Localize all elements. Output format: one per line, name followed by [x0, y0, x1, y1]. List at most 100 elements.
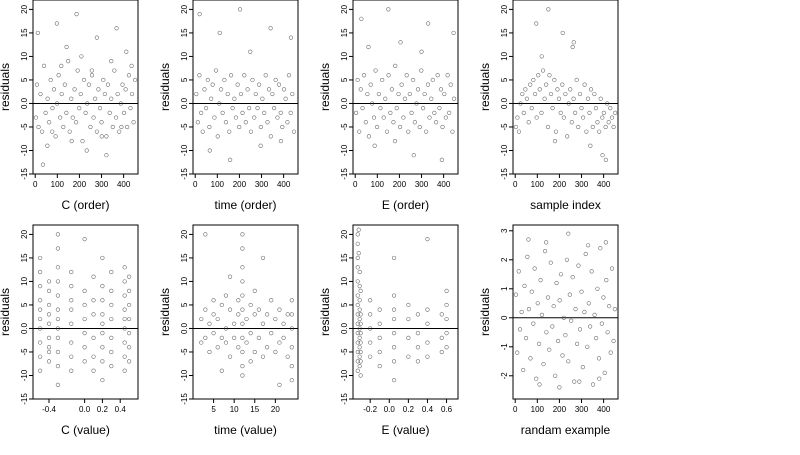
data-point [38, 91, 43, 97]
y-tick-label: 15 [20, 253, 29, 262]
data-point [36, 124, 41, 130]
data-point [100, 321, 105, 326]
data-point [440, 124, 445, 130]
data-point [219, 302, 224, 308]
y-tick-label: 15 [180, 28, 189, 37]
data-point [558, 110, 563, 115]
data-point [69, 284, 74, 289]
data-point [598, 246, 603, 251]
data-point [539, 110, 544, 115]
data-point [260, 321, 266, 326]
data-point [46, 279, 52, 284]
data-point [582, 82, 587, 87]
data-point [355, 77, 360, 83]
data-point [91, 368, 96, 373]
data-point [236, 312, 241, 317]
data-point [281, 335, 286, 340]
data-point [520, 91, 525, 97]
data-point [117, 129, 122, 134]
data-point [601, 295, 606, 300]
data-point [69, 340, 74, 345]
data-point [100, 312, 105, 317]
data-point [551, 304, 556, 309]
data-point [357, 284, 362, 289]
data-point [515, 350, 520, 355]
y-tick-label: -10 [340, 369, 349, 381]
y-axis-title: residuals [318, 288, 332, 336]
y-tick-label: -15 [180, 393, 189, 405]
data-point [377, 363, 382, 369]
data-point [195, 120, 200, 125]
data-point [217, 30, 222, 36]
data-point [545, 295, 551, 300]
data-point [125, 124, 130, 130]
data-point [38, 326, 43, 331]
y-tick-label: -15 [340, 393, 349, 405]
data-point [590, 382, 596, 387]
data-point [100, 284, 105, 289]
data-point [515, 115, 520, 120]
data-point [38, 316, 43, 322]
data-point [366, 134, 372, 139]
data-point [85, 101, 90, 106]
data-point [605, 330, 610, 335]
data-point [406, 302, 411, 308]
data-point [240, 335, 245, 340]
data-point [242, 73, 247, 78]
y-tick-label: 20 [340, 4, 349, 13]
data-point [593, 106, 598, 111]
data-point [377, 321, 382, 326]
data-point [358, 359, 363, 364]
data-point [391, 307, 397, 312]
data-point [359, 16, 364, 21]
y-tick-label: -5 [340, 348, 349, 356]
data-point [38, 340, 43, 345]
data-point [373, 68, 378, 73]
data-point [595, 286, 600, 291]
data-point [240, 349, 245, 355]
data-point [237, 124, 242, 130]
data-point [528, 82, 533, 87]
data-point [288, 110, 293, 115]
data-point [422, 91, 427, 97]
data-point [564, 257, 570, 262]
data-point [391, 316, 397, 322]
y-axis-title: residuals [158, 63, 172, 111]
data-point [69, 354, 74, 359]
data-point [368, 312, 373, 317]
data-point [396, 91, 401, 97]
data-point [355, 340, 360, 345]
y-tick-label: -10 [180, 144, 189, 156]
data-point [247, 106, 252, 111]
data-point [223, 340, 229, 345]
x-axis-title: randam example [521, 423, 611, 437]
y-tick-label: 10 [340, 276, 349, 285]
data-point [235, 82, 240, 87]
data-point [573, 307, 578, 312]
y-tick-label: 10 [340, 51, 349, 60]
data-point [544, 240, 549, 245]
data-point [82, 302, 87, 308]
data-point [570, 275, 575, 280]
y-tick-label: 0.0 [180, 97, 189, 109]
data-point [100, 378, 105, 383]
data-point [613, 110, 618, 115]
data-point [577, 379, 582, 384]
data-point [570, 44, 575, 50]
data-point [236, 298, 241, 303]
data-point [600, 115, 605, 120]
data-point [592, 91, 597, 97]
x-tick-label: 20 [271, 405, 280, 414]
data-point [124, 49, 129, 54]
y-tick-label: 0.0 [180, 322, 189, 334]
data-point [517, 327, 523, 332]
data-point [608, 350, 613, 355]
data-point [270, 91, 275, 97]
data-point [606, 120, 611, 125]
x-tick-label: 0.0 [384, 405, 396, 414]
data-point [55, 382, 61, 387]
data-point [608, 106, 613, 111]
data-point [450, 129, 455, 134]
data-point [439, 157, 444, 162]
